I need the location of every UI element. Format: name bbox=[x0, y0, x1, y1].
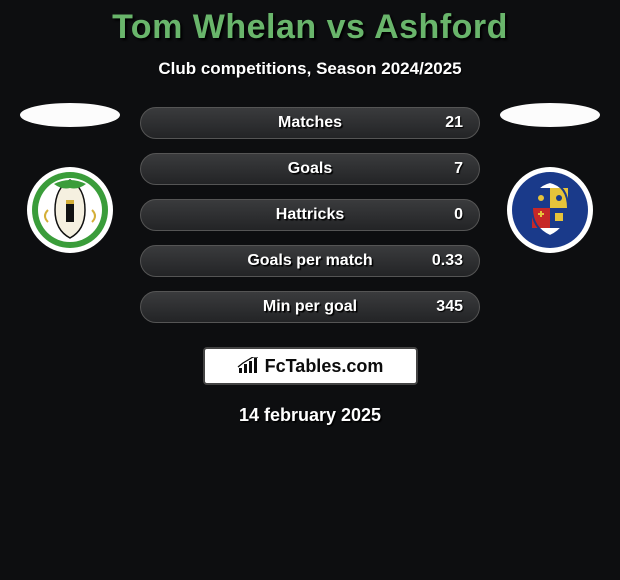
club-crest-left bbox=[27, 167, 113, 253]
stats-card: Tom Whelan vs Ashford Club competitions,… bbox=[0, 0, 620, 426]
date: 14 february 2025 bbox=[239, 405, 381, 426]
stat-row-min-per-goal: Min per goal 345 bbox=[140, 291, 480, 323]
club-crest-right bbox=[507, 167, 593, 253]
stat-right-value: 345 bbox=[423, 298, 463, 316]
stat-label: Goals per match bbox=[247, 252, 372, 270]
stat-right-value: 21 bbox=[423, 114, 463, 132]
brand-text: FcTables.com bbox=[265, 356, 384, 377]
right-side bbox=[500, 107, 600, 253]
main-row: Matches 21 Goals 7 Hattricks 0 Goals per… bbox=[0, 107, 620, 323]
left-side bbox=[20, 107, 120, 253]
branding-box[interactable]: FcTables.com bbox=[203, 347, 418, 385]
stat-row-goals: Goals 7 bbox=[140, 153, 480, 185]
stat-row-goals-per-match: Goals per match 0.33 bbox=[140, 245, 480, 277]
wealdstone-icon bbox=[510, 170, 590, 250]
stat-label: Goals bbox=[288, 160, 332, 178]
stat-right-value: 0 bbox=[423, 206, 463, 224]
stat-row-matches: Matches 21 bbox=[140, 107, 480, 139]
stat-label: Hattricks bbox=[276, 206, 344, 224]
stat-right-value: 0.33 bbox=[423, 252, 463, 270]
chart-icon bbox=[237, 357, 259, 375]
stat-right-value: 7 bbox=[423, 160, 463, 178]
stat-label: Min per goal bbox=[263, 298, 357, 316]
player-ellipse-right bbox=[500, 103, 600, 127]
page-title: Tom Whelan vs Ashford bbox=[112, 8, 508, 47]
solihull-moors-icon bbox=[30, 170, 110, 250]
subtitle: Club competitions, Season 2024/2025 bbox=[158, 59, 461, 79]
stats-column: Matches 21 Goals 7 Hattricks 0 Goals per… bbox=[140, 107, 480, 323]
stat-row-hattricks: Hattricks 0 bbox=[140, 199, 480, 231]
player-ellipse-left bbox=[20, 103, 120, 127]
stat-label: Matches bbox=[278, 114, 342, 132]
